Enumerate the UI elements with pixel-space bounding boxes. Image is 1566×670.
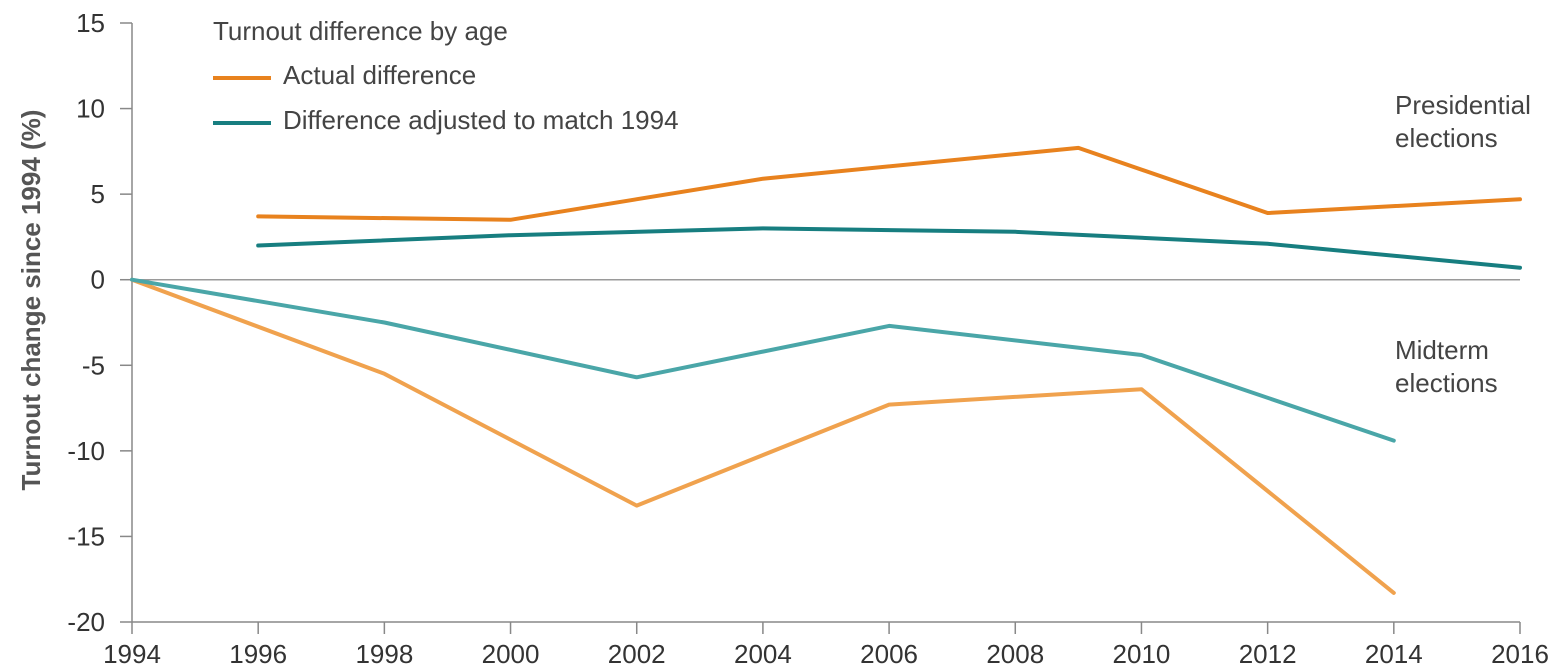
series-line-midterm-actual: [130, 277, 1396, 595]
y-tick-label: 5: [91, 179, 105, 209]
x-tick-label: 2012: [1239, 639, 1297, 669]
x-tick-label: 2002: [608, 639, 666, 669]
x-tick-label: 2014: [1365, 639, 1423, 669]
x-tick-label: 2000: [482, 639, 540, 669]
y-tick-label: 10: [76, 94, 105, 124]
y-tick-label: 15: [76, 8, 105, 38]
series-line-presidential-actual: [256, 145, 1522, 222]
y-tick-label: 0: [91, 265, 105, 295]
y-tick-label: -15: [67, 521, 105, 551]
y-tick-label: -20: [67, 607, 105, 637]
x-tick-label: 2004: [734, 639, 792, 669]
x-tick-label: 1998: [355, 639, 413, 669]
annotation-midterm-line-1: Midterm: [1395, 335, 1489, 365]
y-tick-label: -5: [82, 350, 105, 380]
series-line-presidential-adjusted: [256, 226, 1522, 270]
legend: Turnout difference by age Actual differe…: [213, 16, 679, 135]
series-line-midterm-adjusted: [130, 277, 1396, 443]
x-tick-label: 1994: [103, 639, 161, 669]
y-tick-label: -10: [67, 436, 105, 466]
series-layer: [130, 145, 1522, 595]
x-tick-label: 1996: [229, 639, 287, 669]
x-tick-label: 2006: [860, 639, 918, 669]
annotation-presidential-line-2: elections: [1395, 123, 1498, 153]
legend-label-actual: Actual difference: [283, 60, 476, 90]
annotation-midterm-line-2: elections: [1395, 368, 1498, 398]
legend-label-adjusted: Difference adjusted to match 1994: [283, 105, 679, 135]
x-tick-label: 2010: [1113, 639, 1171, 669]
x-tick-label: 2008: [986, 639, 1044, 669]
annotation-midterm: Midterm elections: [1395, 335, 1498, 398]
annotation-presidential: Presidential elections: [1395, 90, 1531, 153]
legend-title: Turnout difference by age: [213, 16, 508, 46]
annotation-presidential-line-1: Presidential: [1395, 90, 1531, 120]
y-axis-label: Turnout change since 1994 (%): [16, 110, 46, 491]
x-tick-label: 2016: [1491, 639, 1549, 669]
